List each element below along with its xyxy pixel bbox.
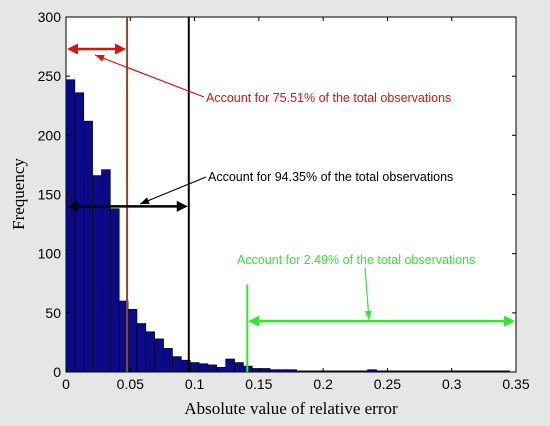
histogram-bar bbox=[225, 358, 235, 373]
red-range-arrow-left-head bbox=[67, 43, 78, 55]
x-axis-ticks: 0 0.05 0.1 0.15 0.2 0.25 0.3 0.35 bbox=[62, 17, 530, 392]
x-tick-label: 0.35 bbox=[502, 376, 529, 392]
y-tick-label: 50 bbox=[45, 305, 61, 321]
x-tick-label: 0.3 bbox=[442, 376, 462, 392]
histogram-bar bbox=[154, 338, 164, 373]
plot-area bbox=[65, 16, 517, 373]
green-annotation-pointer-head bbox=[364, 310, 372, 320]
histogram-bar bbox=[322, 370, 333, 373]
histogram-bar bbox=[305, 370, 315, 373]
histogram-bar bbox=[358, 370, 368, 373]
histogram-bar bbox=[456, 370, 466, 373]
green-annotation: Account for 2.49% of the total observati… bbox=[237, 253, 475, 267]
x-tick-label: 0.15 bbox=[245, 376, 272, 392]
black-annotation-pointer-head bbox=[140, 197, 150, 204]
histogram-bar bbox=[83, 120, 93, 373]
x-tick-label: 0 bbox=[62, 376, 70, 392]
y-tick-label: 200 bbox=[38, 127, 62, 143]
histogram-bar bbox=[349, 370, 360, 373]
histogram-bar bbox=[92, 175, 102, 373]
black-range-arrow-left-head bbox=[67, 200, 78, 212]
y-tick-label: 150 bbox=[38, 187, 62, 203]
range-arrows-layer bbox=[67, 43, 515, 327]
histogram-bar bbox=[101, 169, 111, 373]
histogram-bar bbox=[331, 370, 342, 373]
histogram-bar bbox=[269, 369, 280, 373]
y-axis-label: Frequency bbox=[9, 158, 28, 230]
x-tick-label: 0.25 bbox=[374, 376, 401, 392]
histogram-bar bbox=[385, 370, 395, 373]
black-range-arrow-right-head bbox=[176, 200, 188, 212]
histogram-bar bbox=[340, 370, 351, 373]
histogram-bar bbox=[420, 370, 431, 373]
histogram-bar bbox=[296, 370, 306, 373]
y-tick-label: 0 bbox=[53, 364, 61, 380]
red-annotation-pointer bbox=[94, 54, 205, 98]
histogram-bar bbox=[74, 92, 85, 373]
histogram-bar bbox=[145, 331, 156, 373]
histogram-bar bbox=[163, 348, 173, 373]
histogram-bar bbox=[393, 370, 404, 373]
histogram-bar bbox=[110, 208, 120, 373]
histogram-bar bbox=[314, 370, 324, 373]
histogram-bar bbox=[252, 368, 262, 373]
histogram-bar bbox=[482, 370, 493, 373]
histogram-bar bbox=[207, 364, 218, 373]
red-annotation: Account for 75.51% of the total observat… bbox=[206, 91, 451, 105]
x-tick-label: 0.2 bbox=[313, 376, 333, 392]
histogram-bar bbox=[278, 369, 289, 373]
x-axis-label: Absolute value of relative error bbox=[184, 399, 398, 418]
y-tick-label: 100 bbox=[38, 246, 62, 262]
histogram-bar bbox=[367, 369, 377, 373]
x-tick-label: 0.05 bbox=[117, 376, 144, 392]
histogram-bar bbox=[172, 356, 182, 373]
histogram-bar bbox=[411, 370, 422, 373]
histogram-bar bbox=[65, 79, 76, 373]
histogram-bar bbox=[198, 363, 209, 373]
black-annotation: Account for 94.35% of the total observat… bbox=[208, 170, 453, 184]
green-range-arrow-left-head bbox=[248, 315, 260, 327]
histogram-bar bbox=[234, 362, 244, 373]
red-range-arrow-right-head bbox=[115, 43, 127, 55]
histogram-bar bbox=[402, 370, 413, 373]
histogram-bar bbox=[376, 370, 386, 373]
histogram-bar bbox=[491, 370, 501, 373]
histogram-bar bbox=[287, 369, 297, 373]
histogram-bar bbox=[127, 308, 138, 373]
green-range-arrow-right-head bbox=[504, 315, 515, 327]
histogram-bar bbox=[500, 370, 510, 373]
histogram-bar bbox=[260, 368, 271, 373]
histogram-bar bbox=[473, 370, 484, 373]
histogram-bar bbox=[429, 370, 439, 373]
black-annotation-pointer bbox=[139, 176, 207, 205]
red-annotation-pointer-head bbox=[95, 54, 105, 62]
histogram-bar bbox=[136, 323, 147, 373]
green-annotation-background bbox=[235, 252, 478, 268]
annotation-pointers-layer bbox=[94, 54, 372, 321]
x-tick-label: 0.1 bbox=[185, 376, 205, 392]
y-tick-label: 300 bbox=[38, 9, 62, 25]
histogram-bar bbox=[216, 366, 226, 373]
threshold-lines-layer bbox=[126, 17, 249, 372]
y-axis-ticks: 0 50 100 150 200 250 300 bbox=[38, 9, 516, 380]
histogram-bar bbox=[438, 370, 448, 373]
y-tick-label: 250 bbox=[38, 68, 62, 84]
histogram-bar bbox=[464, 370, 475, 373]
